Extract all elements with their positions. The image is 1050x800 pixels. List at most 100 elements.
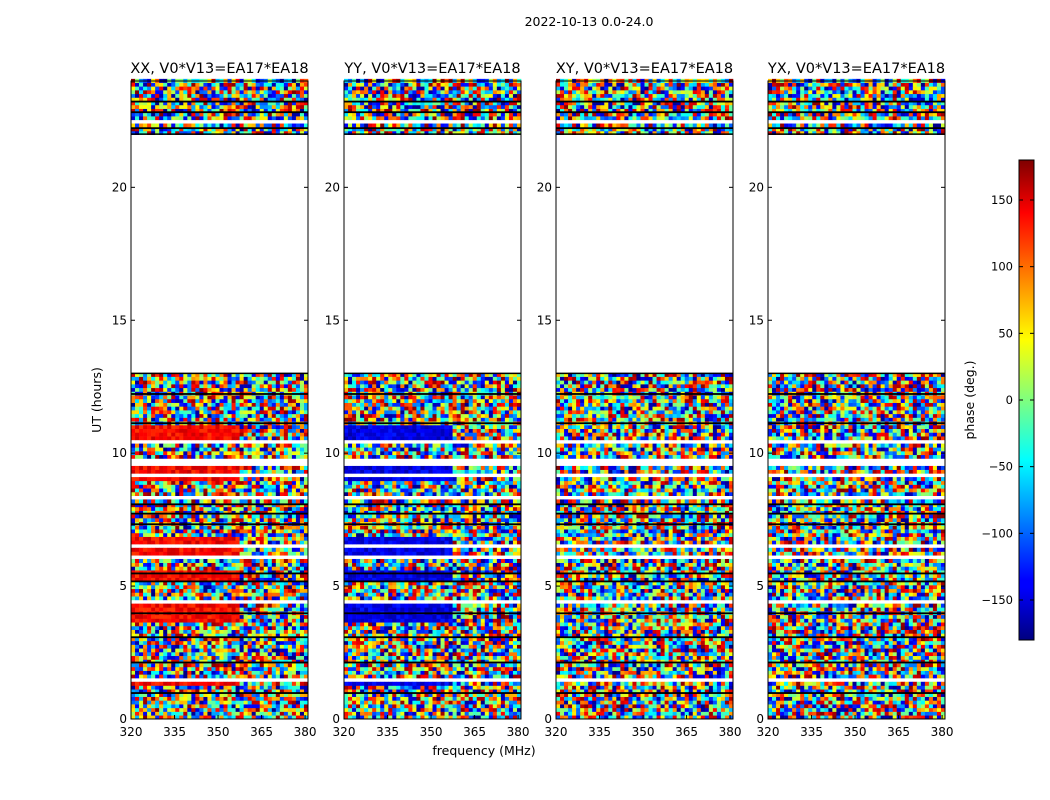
heatmap-cell — [179, 82, 184, 87]
heatmap-cell — [187, 547, 192, 552]
heatmap-cell — [271, 384, 277, 389]
heatmap-cell — [243, 518, 248, 523]
heatmap-cell — [227, 123, 232, 128]
heatmap-cell — [404, 666, 409, 671]
heatmap-cell — [444, 715, 449, 720]
heatmap-cell — [203, 410, 208, 415]
heatmap-cell — [432, 685, 437, 690]
heatmap-cell — [183, 644, 188, 649]
heatmap-cell — [203, 622, 208, 627]
heatmap-cell — [167, 588, 172, 593]
heatmap-cell — [295, 670, 301, 675]
heatmap-cell — [275, 696, 281, 701]
heatmap-cell — [267, 558, 273, 563]
heatmap-cell — [299, 629, 305, 634]
heatmap-cell — [267, 666, 273, 671]
heatmap-cell — [299, 82, 305, 87]
heatmap-cell — [231, 465, 236, 470]
heatmap-cell — [183, 596, 188, 601]
heatmap-cell — [207, 384, 212, 389]
heatmap-cell — [287, 566, 293, 571]
heatmap-cell — [135, 685, 140, 690]
heatmap-cell — [372, 711, 377, 716]
heatmap-cell — [267, 529, 273, 534]
heatmap-cell — [163, 666, 168, 671]
heatmap-cell — [163, 82, 168, 87]
heatmap-cell — [247, 663, 252, 668]
heatmap-cell — [239, 402, 244, 407]
heatmap-cell — [255, 514, 261, 519]
heatmap-cell — [255, 644, 261, 649]
heatmap-cell — [191, 581, 196, 586]
heatmap-cell — [207, 629, 212, 634]
heatmap-cell — [187, 629, 192, 634]
heatmap-cell — [291, 648, 297, 653]
heatmap-cell — [251, 607, 256, 612]
heatmap-cell — [131, 398, 136, 403]
heatmap-cell — [263, 506, 269, 511]
heatmap-cell — [352, 681, 357, 686]
heatmap-cell — [131, 395, 136, 400]
heatmap-cell — [151, 685, 156, 690]
heatmap-cell — [231, 130, 236, 135]
heatmap-cell — [155, 480, 160, 485]
heatmap-cell — [155, 398, 160, 403]
heatmap-cell — [299, 484, 305, 489]
heatmap-cell — [291, 112, 297, 117]
heatmap-cell — [151, 417, 156, 422]
heatmap-cell — [199, 130, 204, 135]
heatmap-cell — [167, 633, 172, 638]
heatmap-cell — [279, 499, 285, 504]
heatmap-cell — [195, 573, 200, 578]
heatmap-cell — [291, 652, 297, 657]
heatmap-cell — [187, 93, 192, 98]
heatmap-cell — [239, 711, 244, 716]
heatmap-cell — [472, 674, 478, 679]
heatmap-cell — [215, 417, 220, 422]
heatmap-cell — [356, 689, 361, 694]
heatmap-cell — [187, 454, 192, 459]
heatmap-cell — [215, 614, 220, 619]
heatmap-cell — [231, 410, 236, 415]
heatmap-cell — [199, 681, 204, 686]
heatmap-cell — [267, 398, 273, 403]
heatmap-cell — [207, 130, 212, 135]
heatmap-cell — [219, 666, 224, 671]
heatmap-cell — [131, 428, 136, 433]
heatmap-cell — [283, 477, 289, 482]
heatmap-cell — [219, 510, 224, 515]
heatmap-cell — [207, 395, 212, 400]
heatmap-cell — [271, 558, 277, 563]
heatmap-cell — [267, 90, 273, 95]
heatmap-cell — [191, 540, 196, 545]
heatmap-cell — [251, 432, 256, 437]
heatmap-cell — [159, 398, 164, 403]
heatmap-cell — [223, 510, 228, 515]
heatmap-cell — [199, 577, 204, 582]
heatmap-cell — [243, 666, 248, 671]
heatmap-cell — [167, 398, 172, 403]
heatmap-cell — [227, 484, 232, 489]
heatmap-cell — [255, 629, 261, 634]
heatmap-cell — [251, 536, 256, 541]
heatmap-cell — [191, 652, 196, 657]
heatmap-cell — [215, 93, 220, 98]
heatmap-cell — [384, 670, 389, 675]
heatmap-cell — [135, 603, 140, 608]
heatmap-cell — [243, 127, 248, 132]
heatmap-cell — [171, 663, 176, 668]
heatmap-cell — [251, 625, 256, 630]
heatmap-cell — [147, 659, 152, 664]
heatmap-cell — [283, 406, 289, 411]
heatmap-cell — [247, 518, 252, 523]
heatmap-cell — [231, 491, 236, 496]
heatmap-cell — [175, 104, 180, 109]
heatmap-cell — [452, 711, 457, 716]
heatmap-cell — [155, 86, 160, 91]
heatmap-cell — [147, 123, 152, 128]
heatmap-cell — [191, 670, 196, 675]
heatmap-cell — [247, 577, 252, 582]
heatmap-cell — [187, 603, 192, 608]
heatmap-cell — [235, 447, 240, 452]
